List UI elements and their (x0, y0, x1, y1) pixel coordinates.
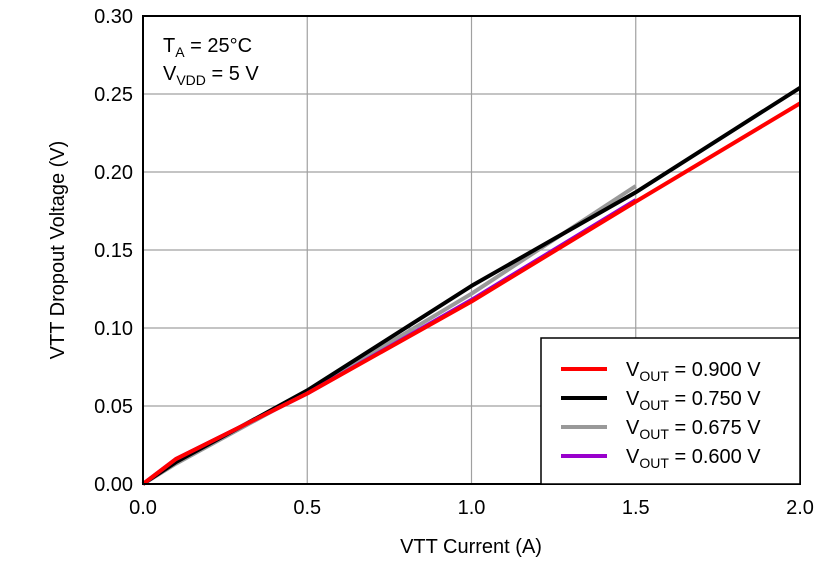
annotation-vdd-rest: = 5 V (206, 63, 259, 85)
y-tick-label: 0.15 (94, 240, 133, 262)
x-tick-label: 1.5 (622, 497, 650, 519)
legend-label: VOUT = 0.675 V (626, 417, 761, 442)
annotation-ta-sub: A (175, 44, 185, 60)
annotation: TA = 25°C VVDD = 5 V (163, 35, 259, 88)
tick-labels: 0.0 0.5 1.0 1.5 2.0 0.00 0.05 0.10 0.15 0.20 0.25 0… (94, 6, 814, 519)
y-tick-label: 0.25 (94, 84, 133, 106)
x-tick-label: 0.5 (293, 497, 321, 519)
annotation-vdd-main: V (163, 63, 177, 85)
y-tick-label: 0.00 (94, 474, 133, 496)
y-tick-label: 0.30 (94, 6, 133, 28)
y-tick-label: 0.20 (94, 162, 133, 184)
x-axis-label: VTT Current (A) (400, 536, 542, 558)
plot-frame (142, 15, 801, 485)
series-line-1 (141, 86, 802, 486)
y-tick-label: 0.05 (94, 396, 133, 418)
series-line-0 (141, 101, 802, 486)
x-tick-label: 0.0 (129, 497, 157, 519)
svg-text:VVDD = 5 V: VVDD = 5 V (163, 63, 259, 88)
annotation-ta-rest: = 25°C (185, 35, 252, 57)
legend: VOUT = 0.900 V VOUT = 0.750 V VOUT = 0.675… (540, 337, 801, 485)
x-tick-label: 2.0 (786, 497, 814, 519)
legend-label: VOUT = 0.750 V (626, 388, 761, 413)
y-axis-label: VTT Dropout Voltage (V) (47, 141, 69, 360)
legend-label: VOUT = 0.900 V (626, 359, 761, 384)
x-tick-label: 1.0 (458, 497, 486, 519)
svg-text:TA = 25°C: TA = 25°C (163, 35, 252, 60)
y-tick-label: 0.10 (94, 318, 133, 340)
annotation-vdd-sub: VDD (176, 72, 206, 88)
legend-label: VOUT = 0.600 V (626, 446, 761, 471)
annotation-ta-main: T (163, 35, 175, 57)
series-lines (141, 86, 802, 486)
